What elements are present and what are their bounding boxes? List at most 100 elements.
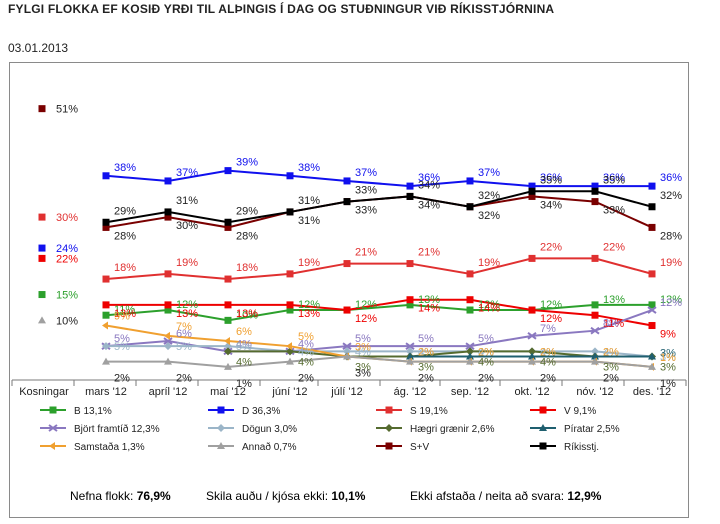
data-point xyxy=(539,406,547,414)
data-label: 30% xyxy=(176,220,198,232)
legend-item: Björt framtíð 12,3% xyxy=(40,423,160,435)
data-point xyxy=(102,301,110,309)
data-label: 38% xyxy=(298,162,320,174)
data-label: 4% xyxy=(540,356,556,368)
series-rkisstj xyxy=(102,187,656,226)
series-hgri xyxy=(224,347,656,361)
data-point xyxy=(528,306,536,314)
data-label: 21% xyxy=(418,247,440,259)
data-point xyxy=(591,357,599,365)
data-point xyxy=(539,424,547,431)
data-label: 2% xyxy=(418,347,434,359)
data-label: 29% xyxy=(114,205,136,217)
series-layer xyxy=(38,105,657,371)
data-point xyxy=(164,208,172,216)
data-label: 2% xyxy=(176,373,192,385)
data-label: 19% xyxy=(176,257,198,269)
data-label: 3% xyxy=(660,362,676,374)
data-point xyxy=(591,187,599,195)
data-point xyxy=(406,347,414,356)
data-point xyxy=(102,218,110,226)
data-point xyxy=(528,192,536,200)
data-point xyxy=(217,406,225,414)
data-point xyxy=(224,223,232,231)
data-label: 36% xyxy=(603,172,625,184)
data-point xyxy=(164,177,172,185)
data-label: 13% xyxy=(236,308,258,320)
data-point xyxy=(102,275,110,283)
data-point xyxy=(38,105,46,113)
x-tick-label: ág. '12 xyxy=(394,386,427,398)
data-label: 36% xyxy=(418,172,440,184)
legend: B 13,1% D 36,3% S 19,1% V 9,1% Björt framtíð… xyxy=(40,406,620,453)
data-label: 12% xyxy=(478,299,500,311)
data-point xyxy=(224,301,232,309)
data-point xyxy=(466,357,474,365)
data-point xyxy=(286,270,294,278)
data-label: 4% xyxy=(298,338,314,350)
data-label: 2% xyxy=(540,347,556,359)
data-label: 12% xyxy=(540,299,562,311)
data-point xyxy=(343,306,351,314)
series-anna xyxy=(38,316,656,370)
data-point xyxy=(466,306,474,314)
legend-item: B 13,1% xyxy=(40,406,112,417)
x-tick-label: júní '12 xyxy=(271,386,307,398)
data-label: 31% xyxy=(298,195,320,207)
legend-label: B 13,1% xyxy=(74,406,112,417)
data-point xyxy=(591,311,599,319)
data-point xyxy=(38,213,46,221)
data-point xyxy=(539,442,547,450)
data-label: 2% xyxy=(114,373,130,385)
legend-label: Píratar 2,5% xyxy=(564,424,620,435)
legend-label: D 36,3% xyxy=(242,406,280,417)
data-label: 22% xyxy=(56,253,78,265)
data-label: 36% xyxy=(540,172,562,184)
data-point xyxy=(224,167,232,175)
data-point xyxy=(590,326,600,335)
data-point xyxy=(217,442,225,449)
data-point xyxy=(38,244,46,252)
data-label: 10% xyxy=(236,309,258,321)
data-label: 38% xyxy=(114,162,136,174)
data-point xyxy=(648,223,656,231)
data-label: 13% xyxy=(176,308,198,320)
x-tick-label: Kosningar xyxy=(19,386,69,398)
data-label: 4% xyxy=(603,346,619,358)
data-label: 4% xyxy=(540,346,556,358)
data-label: 12% xyxy=(540,313,562,325)
data-label: 9% xyxy=(660,329,676,341)
data-label: 14% xyxy=(478,303,500,315)
data-point xyxy=(38,316,46,324)
data-point xyxy=(591,301,599,309)
data-label: 12% xyxy=(660,297,682,309)
data-point xyxy=(466,270,474,278)
data-label: 32% xyxy=(478,210,500,222)
data-point xyxy=(164,270,172,278)
data-label: 32% xyxy=(478,190,500,202)
data-point xyxy=(164,357,172,365)
data-point xyxy=(648,362,656,370)
data-point xyxy=(224,275,232,283)
x-tick-label: mars '12 xyxy=(85,386,127,398)
data-point xyxy=(224,218,232,226)
data-point xyxy=(406,296,414,304)
data-label: 13% xyxy=(298,308,320,320)
series-line xyxy=(105,303,652,322)
data-label: 28% xyxy=(236,230,258,242)
x-tick-label: okt. '12 xyxy=(514,386,549,398)
data-point xyxy=(224,347,232,356)
data-label: 36% xyxy=(660,172,682,184)
data-label: 2% xyxy=(478,347,494,359)
data-label: 22% xyxy=(603,241,625,253)
series-line xyxy=(105,190,653,224)
data-point xyxy=(38,291,46,299)
data-label: 4% xyxy=(478,346,494,358)
data-point xyxy=(647,306,657,314)
data-label: 31% xyxy=(176,195,198,207)
x-tick-label: apríl '12 xyxy=(149,386,188,398)
data-point xyxy=(343,198,351,206)
data-label: 5% xyxy=(236,341,252,353)
data-label: 21% xyxy=(355,247,377,259)
data-label: 28% xyxy=(114,230,136,242)
